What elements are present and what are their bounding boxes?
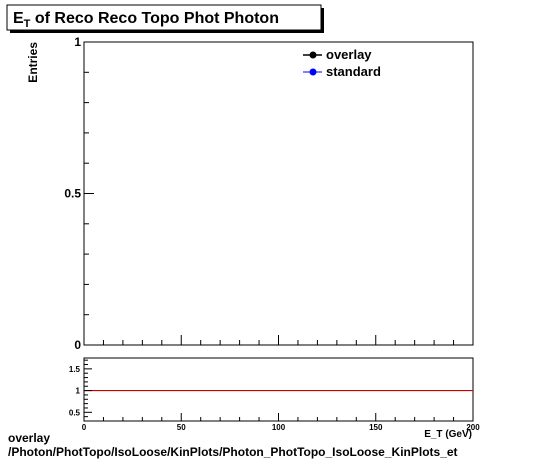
- ratio-plot-axes: 0.5 1 1.5 0 50 100 150 200: [69, 357, 480, 432]
- ratio-x-tick-label: 0: [82, 423, 87, 432]
- title-subscript: T: [24, 18, 31, 30]
- title-main: E: [13, 10, 24, 27]
- ratio-y-tick-label: 1.5: [69, 365, 81, 374]
- legend-entry-overlay: overlay: [303, 47, 372, 62]
- svg-text:ET of Reco Reco Topo Phot Phot: ET of Reco Reco Topo Phot Photon: [13, 10, 279, 30]
- legend-marker-overlay: [309, 51, 317, 59]
- main-plot-axes: 00.51: [64, 35, 474, 352]
- legend-label-standard: standard: [326, 64, 381, 79]
- main-y-tick-label: 1: [74, 35, 81, 49]
- ratio-x-tick-label: 50: [177, 423, 186, 432]
- legend-entry-standard: standard: [303, 64, 381, 79]
- ratio-x-tick-label: 100: [272, 423, 286, 432]
- main-y-tick-label: 0.5: [64, 187, 81, 201]
- ratio-plot-frame: [83, 357, 474, 422]
- main-plot-frame: [83, 41, 474, 346]
- ratio-x-tick-label: 200: [466, 423, 480, 432]
- ratio-x-tick-label: 150: [369, 423, 383, 432]
- x-axis-label: E_T (GeV): [424, 429, 472, 440]
- main-y-tick-label: 0: [74, 338, 81, 352]
- legend-label-overlay: overlay: [326, 47, 372, 62]
- footer-line-1: overlay: [8, 431, 50, 445]
- title-box: ET of Reco Reco Topo Phot Photon: [6, 4, 324, 33]
- legend: overlay standard: [303, 47, 381, 79]
- title-rest: of Reco Reco Topo Phot Photon: [30, 10, 279, 27]
- ratio-y-tick-label: 0.5: [69, 408, 81, 417]
- legend-marker-standard: [309, 68, 317, 76]
- ratio-y-tick-label: 1: [76, 387, 81, 396]
- y-axis-label: Entries: [26, 42, 40, 83]
- x-axis-label-text: E_T (GeV): [424, 429, 472, 440]
- footer-line-2: /Photon/PhotTopo/IsoLoose/KinPlots/Photo…: [8, 445, 458, 459]
